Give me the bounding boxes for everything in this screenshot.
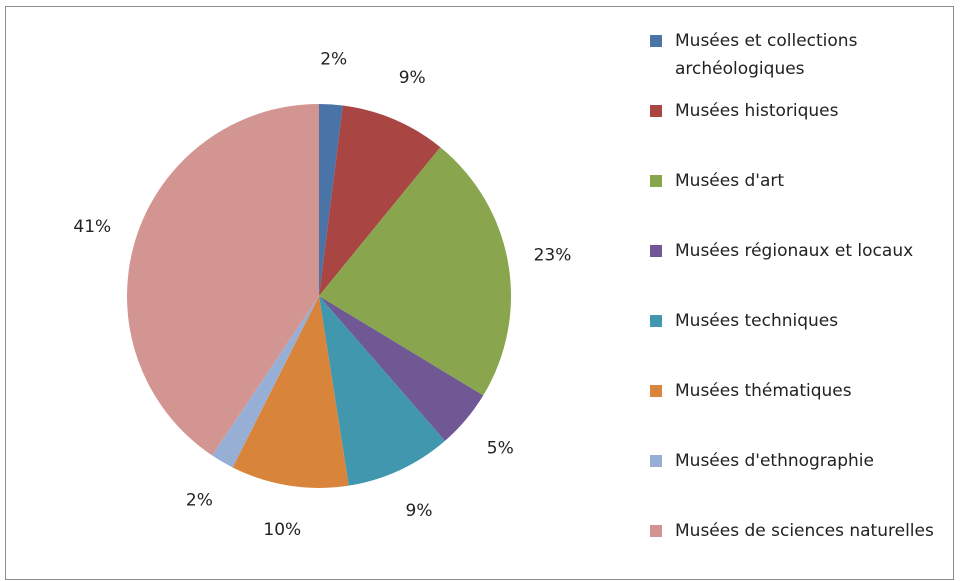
data-label-regionaux: 5%: [487, 439, 514, 459]
legend-item-sciences-naturelles: Musées de sciences naturelles: [650, 517, 960, 545]
pie-slice-ethnographie: [212, 296, 319, 468]
legend-label-ethnographie: Musées d'ethnographie: [675, 451, 874, 471]
legend-label-sciences-naturelles: Musées de sciences naturelles: [675, 521, 934, 541]
legend-swatch-regionaux: [650, 245, 662, 257]
legend-swatch-thematiques: [650, 385, 662, 397]
legend-item-techniques: Musées techniques: [650, 307, 960, 335]
data-label-techniques: 9%: [406, 501, 433, 521]
legend-label-archeologiques: Musées et collections archéologiques: [675, 31, 858, 79]
data-label-art: 23%: [534, 246, 572, 266]
legend-item-regionaux: Musées régionaux et locaux: [650, 237, 960, 265]
legend-item-thematiques: Musées thématiques: [650, 377, 960, 405]
legend-swatch-historiques: [650, 105, 662, 117]
legend-swatch-ethnographie: [650, 455, 662, 467]
legend-item-art: Musées d'art: [650, 167, 960, 195]
legend-label-historiques: Musées historiques: [675, 101, 839, 121]
pie-slice-art: [319, 147, 511, 396]
data-label-sciences-naturelles: 41%: [73, 217, 111, 237]
legend-swatch-sciences-naturelles: [650, 525, 662, 537]
legend-swatch-archeologiques: [650, 35, 662, 47]
legend-label-techniques: Musées techniques: [675, 311, 839, 331]
legend-label-art: Musées d'art: [675, 171, 785, 191]
legend-label-thematiques: Musées thématiques: [675, 381, 852, 401]
data-label-historiques: 9%: [399, 68, 426, 88]
pie-slice-thematiques: [232, 296, 349, 488]
pie-slice-regionaux: [319, 296, 484, 441]
data-label-ethnographie: 2%: [186, 491, 213, 511]
pie-slice-archeologiques: [319, 104, 343, 296]
legend-item-historiques: Musées historiques: [650, 97, 960, 125]
pie-slice-sciences-naturelles: [127, 104, 319, 456]
pie-chart: 2% 9% 23% 5% 9% 10% 2% 41%: [73, 50, 572, 541]
legend-swatch-art: [650, 175, 662, 187]
legend-label-regionaux: Musées régionaux et locaux: [675, 241, 914, 261]
legend-item-ethnographie: Musées d'ethnographie: [650, 447, 960, 475]
pie-slice-techniques: [319, 296, 445, 486]
data-label-thematiques: 10%: [263, 520, 301, 540]
legend-item-archeologiques: Musées et collections archéologiques: [650, 27, 960, 83]
chart-frame: 2% 9% 23% 5% 9% 10% 2% 41% Musées et collection…: [5, 6, 954, 580]
data-label-archeologiques: 2%: [320, 50, 347, 70]
pie-slice-historiques: [319, 105, 441, 296]
legend-swatch-techniques: [650, 315, 662, 327]
